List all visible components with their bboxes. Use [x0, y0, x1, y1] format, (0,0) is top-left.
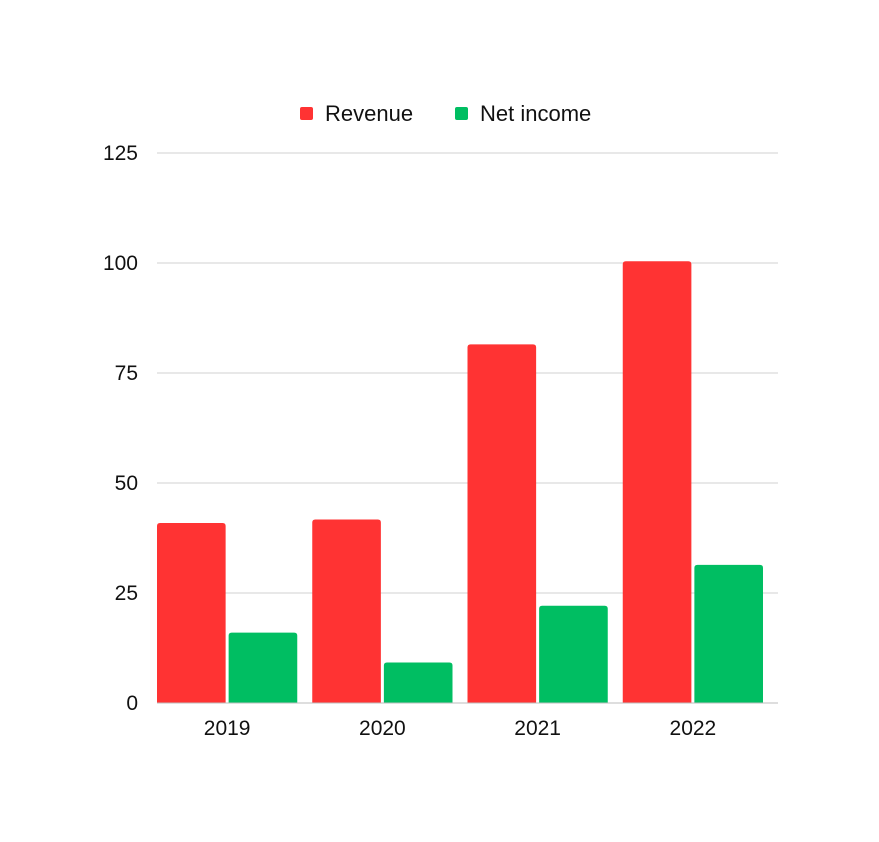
legend-swatch-net-income: [455, 107, 468, 120]
y-tick-label: 0: [126, 692, 138, 715]
bar-revenue-2020: [312, 519, 381, 703]
legend: Revenue Net income: [300, 101, 591, 126]
legend-label-net-income: Net income: [480, 101, 591, 126]
x-tick-label: 2022: [670, 717, 717, 740]
bar-revenue-2019: [157, 523, 226, 703]
legend-swatch-revenue: [300, 107, 313, 120]
y-tick-label: 50: [115, 472, 138, 495]
y-tick-label: 125: [103, 142, 138, 165]
y-axis-tick-labels: 0 25 50 75 100 125: [103, 142, 138, 715]
x-tick-label: 2021: [514, 717, 561, 740]
bars: [157, 261, 763, 703]
y-tick-label: 100: [103, 252, 138, 275]
bar-net-income-2020: [383, 662, 453, 703]
y-tick-label: 75: [115, 362, 138, 385]
y-tick-label: 25: [115, 582, 138, 605]
x-axis-tick-labels: 2019 2020 2021 2022: [204, 717, 716, 740]
bar-net-income-2022: [694, 564, 763, 703]
bar-revenue-2022: [622, 261, 692, 703]
bar-revenue-2021: [467, 344, 537, 703]
legend-label-revenue: Revenue: [325, 101, 413, 126]
bar-net-income-2021: [539, 605, 608, 703]
x-tick-label: 2020: [359, 717, 406, 740]
bar-net-income-2019: [228, 632, 298, 703]
x-tick-label: 2019: [204, 717, 251, 740]
